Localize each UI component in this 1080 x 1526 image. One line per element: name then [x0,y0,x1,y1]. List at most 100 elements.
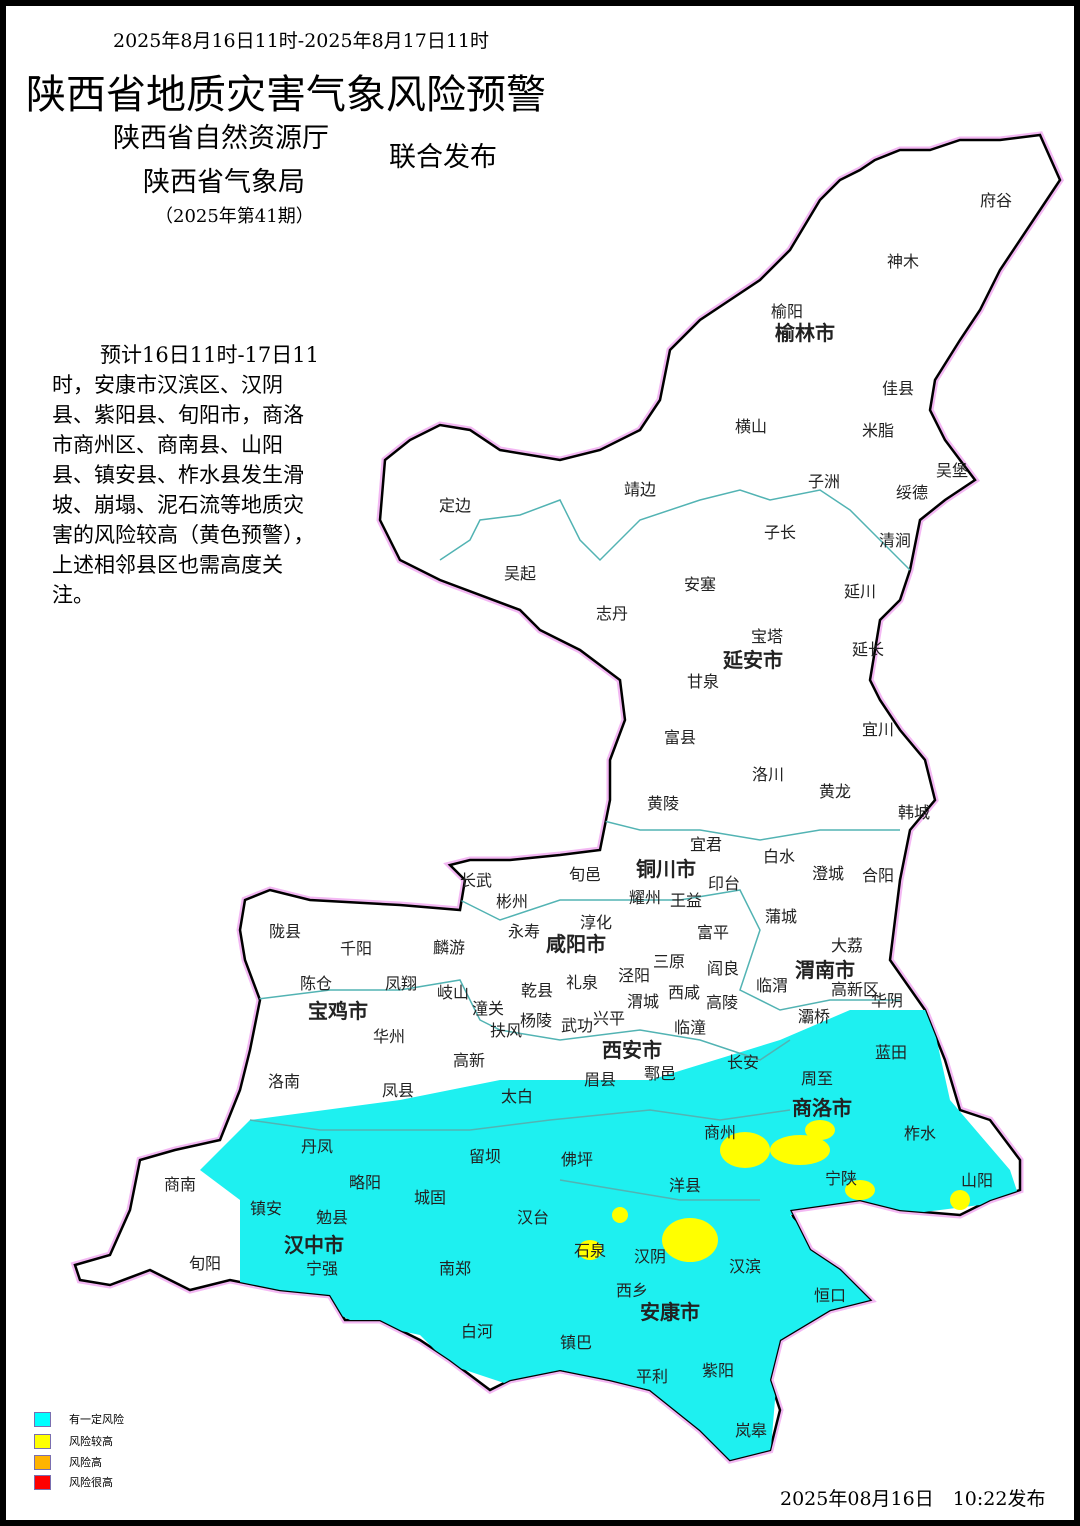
county-label: 耀州 [629,888,661,907]
county-label: 汉阴 [634,1247,666,1266]
county-label: 麟游 [433,938,465,957]
legend-item-high-risk: 风险高 [34,1454,102,1470]
county-label: 山阳 [961,1171,993,1190]
legend-item-higher-risk: 风险较高 [34,1433,113,1449]
city-label: 渭南市 [795,958,855,982]
county-label: 柞水 [904,1124,936,1143]
county-label: 神木 [887,252,919,271]
city-label: 汉中市 [284,1233,344,1257]
city-label: 安康市 [640,1300,700,1324]
county-label: 华阴 [871,991,903,1010]
county-label: 临渭 [756,976,788,995]
county-label: 阎良 [707,959,739,978]
county-label: 佛坪 [561,1150,593,1169]
city-label: 延安市 [722,648,783,672]
county-label: 恒口 [814,1286,846,1305]
county-label: 平利 [636,1367,668,1386]
county-label: 安塞 [684,575,716,594]
county-label: 宜君 [690,835,722,854]
county-label: 吴起 [504,564,536,583]
boundary-line [599,819,900,841]
legend-label: 风险较高 [69,1435,113,1448]
county-label: 宁强 [306,1259,338,1278]
issue-number: （2025年第41期） [155,206,314,227]
county-label: 靖边 [624,480,656,499]
boundary-line [559,1179,760,1201]
county-label: 富县 [664,728,696,747]
county-label: 黄龙 [819,782,851,801]
county-label: 榆阳 [771,302,803,321]
legend-item-some-risk: 有一定风险 [34,1411,124,1427]
county-label: 洛南 [268,1072,300,1091]
county-label: 韩城 [898,803,930,822]
county-label: 澄城 [812,864,844,883]
legend-swatch [34,1433,51,1449]
county-label: 延长 [852,640,884,659]
county-label: 镇巴 [560,1333,592,1352]
city-label: 西安市 [602,1038,662,1062]
legend-label: 有一定风险 [69,1413,124,1426]
county-label: 旬邑 [569,865,601,884]
legend-swatch [34,1454,51,1470]
county-label: 鄠邑 [644,1064,676,1083]
county-label: 岐山 [437,983,469,1002]
city-label: 榆林市 [775,321,835,345]
county-label: 三原 [653,952,685,971]
county-label: 高陵 [706,993,738,1012]
higher-risk-patch [950,1190,970,1210]
county-label: 洋县 [669,1176,701,1195]
county-label: 白水 [763,847,795,866]
county-label: 潼关 [472,999,504,1018]
higher-risk-patch [845,1180,875,1200]
county-label: 长安 [727,1053,759,1072]
higher-risk-patch [770,1135,830,1165]
county-label: 杨陵 [520,1011,552,1030]
page-title: 陕西省地质灾害气象风险预警 [26,72,546,118]
county-label: 眉县 [584,1070,616,1089]
county-label: 西咸 [668,983,700,1002]
county-label: 合阳 [862,866,894,885]
county-label: 蓝田 [875,1043,907,1062]
county-label: 高新 [453,1051,485,1070]
higher-risk-patch [720,1132,770,1168]
risk-area-higher [578,1120,970,1262]
county-label: 石泉 [574,1241,606,1260]
county-label: 汉滨 [729,1257,761,1276]
county-label: 泾阳 [618,966,650,985]
county-label: 志丹 [596,604,628,623]
county-label: 甘泉 [687,672,719,691]
county-label: 汉台 [517,1208,549,1227]
county-label: 淳化 [580,913,612,932]
legend-label: 风险很高 [69,1476,113,1489]
county-label: 岚皋 [735,1421,767,1440]
city-label: 咸阳市 [546,932,606,956]
county-label: 丹凤 [301,1137,333,1156]
county-label: 略阳 [349,1173,381,1192]
county-label: 洛川 [752,765,784,784]
county-label: 宁陕 [825,1169,857,1188]
county-label: 子长 [764,523,796,542]
county-label: 旬阳 [189,1254,221,1273]
city-label: 宝鸡市 [308,999,368,1023]
county-label: 周至 [801,1069,833,1088]
county-label: 横山 [735,417,767,436]
county-label: 长武 [460,871,492,890]
issuer-meteorology: 陕西省气象局 [143,167,305,198]
county-label: 黄陵 [647,794,679,813]
issued-time: 2025年08月16日 10:22发布 [780,1488,1046,1510]
boundary-line [249,979,791,1061]
county-label: 太白 [501,1087,533,1106]
county-label: 府谷 [980,191,1012,210]
boundary-line [439,489,911,571]
county-label: 西乡 [616,1281,648,1300]
county-label: 华州 [373,1027,405,1046]
county-label: 乾县 [521,981,553,1000]
legend-label: 风险高 [69,1456,102,1469]
higher-risk-patch [805,1120,835,1140]
county-label: 宜川 [862,720,894,739]
city-boundaries [249,489,911,1201]
higher-risk-patch [578,1240,602,1260]
county-label: 陈仓 [300,974,332,993]
